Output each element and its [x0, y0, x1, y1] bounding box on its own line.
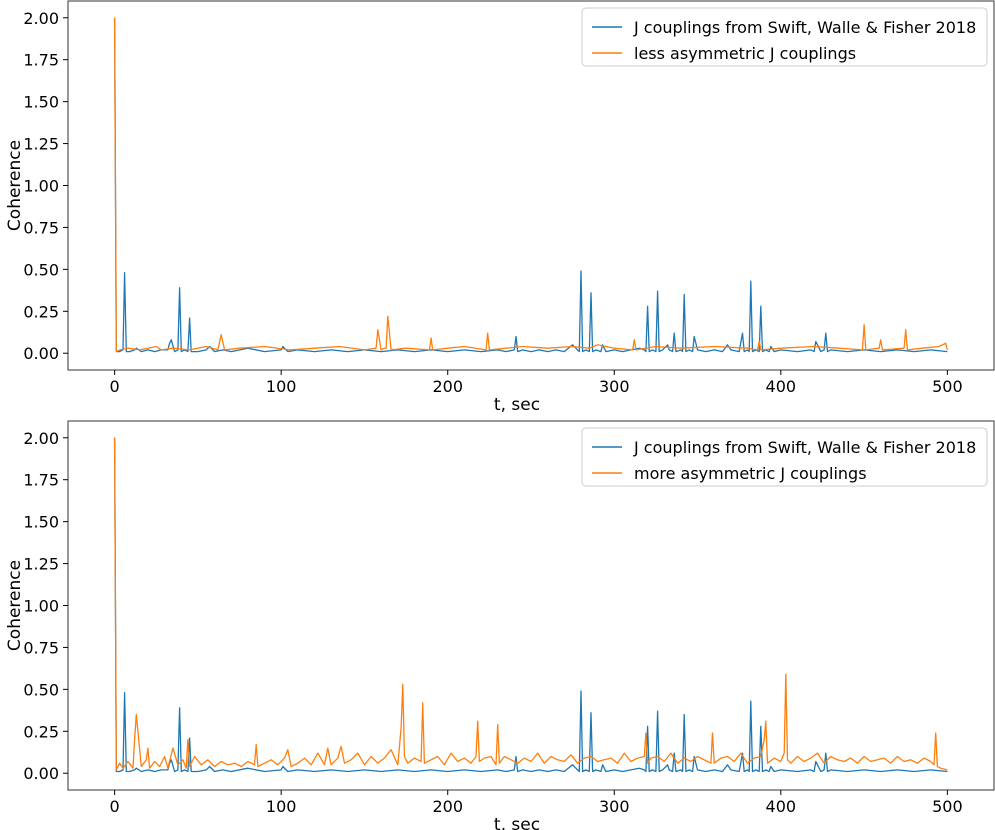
legend-box	[581, 7, 988, 67]
x-tick-label: 0	[110, 797, 120, 816]
x-axis-label: t, sec	[494, 395, 540, 415]
legend-entry: less asymmetric J couplings	[634, 44, 856, 63]
x-tick-label: 100	[266, 377, 297, 396]
x-axis-label: t, sec	[494, 815, 540, 830]
y-tick-label: 0.75	[23, 218, 59, 237]
x-tick-label: 500	[932, 797, 963, 816]
legend-entry: more asymmetric J couplings	[634, 464, 867, 483]
x-tick-label: 500	[932, 377, 963, 396]
series-line-reference	[113, 17, 948, 353]
chart-panel-2: 0 100 200 300 400 500 0.00 0.25 0.50 0.75 1.00 1.25…	[5, 420, 995, 830]
y-axis-label: Coherence	[5, 140, 25, 231]
series-line-comparison	[113, 437, 948, 771]
y-tick-label: 1.50	[23, 93, 59, 112]
legend-entry: J couplings from Swift, Walle & Fisher 2…	[633, 18, 976, 37]
y-tick-label: 0.50	[23, 260, 59, 279]
y-tick-label: 2.00	[23, 429, 59, 448]
y-tick-label: 1.75	[23, 471, 59, 490]
legend: J couplings from Swift, Walle & Fisher 2…	[581, 7, 988, 67]
series-line-reference	[113, 437, 948, 773]
legend-box	[581, 427, 988, 487]
legend-entry: J couplings from Swift, Walle & Fisher 2…	[633, 438, 976, 457]
x-tick-label: 0	[110, 377, 120, 396]
chart-panel-1: 0 100 200 300 400 500 0.00 0.25 0.50 0.75 1.00 1.25…	[5, 0, 995, 415]
y-tick-label: 1.25	[23, 555, 59, 574]
y-tick-label: 1.00	[23, 597, 59, 616]
y-tick-label: 1.75	[23, 51, 59, 70]
x-tick-label: 400	[766, 797, 797, 816]
x-tick-label: 300	[599, 377, 630, 396]
y-tick-label: 1.25	[23, 135, 59, 154]
y-tick-label: 0.25	[23, 302, 59, 321]
series-line-comparison	[113, 17, 949, 353]
y-tick-label: 0.00	[23, 344, 59, 363]
y-tick-label: 0.00	[23, 764, 59, 783]
x-tick-label: 300	[599, 797, 630, 816]
x-tick-label: 200	[432, 797, 463, 816]
y-tick-label: 1.50	[23, 513, 59, 532]
y-tick-label: 0.50	[23, 680, 59, 699]
y-tick-label: 1.00	[23, 177, 59, 196]
x-tick-label: 400	[766, 377, 797, 396]
x-tick-label: 100	[266, 797, 297, 816]
y-tick-label: 0.75	[23, 638, 59, 657]
x-tick-label: 200	[432, 377, 463, 396]
y-tick-label: 0.25	[23, 722, 59, 741]
y-axis-label: Coherence	[5, 560, 25, 651]
legend: J couplings from Swift, Walle & Fisher 2…	[581, 427, 988, 487]
y-tick-label: 2.00	[23, 9, 59, 28]
